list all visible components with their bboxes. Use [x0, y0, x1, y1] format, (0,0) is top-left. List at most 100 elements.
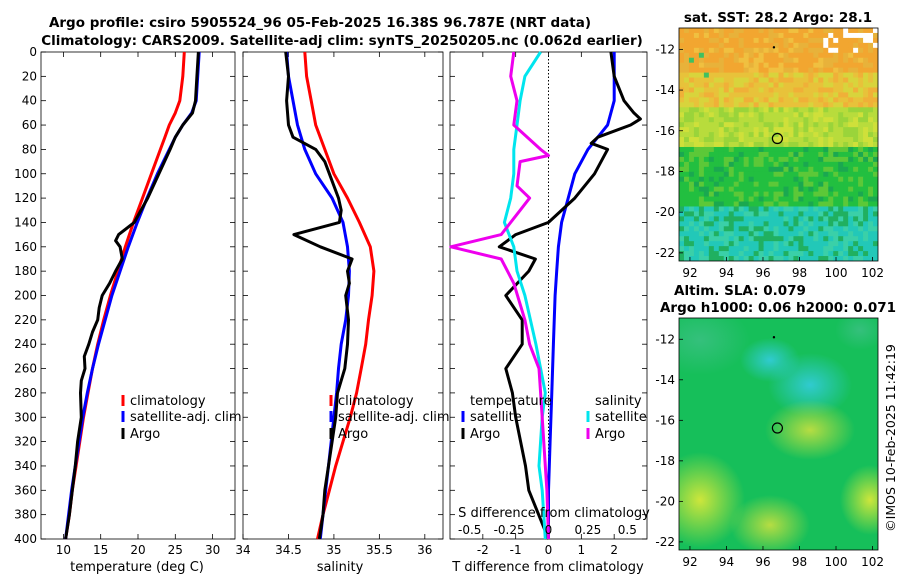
sst-cell	[683, 102, 690, 108]
sst-cell	[758, 92, 764, 98]
sst-cell	[728, 251, 735, 257]
sst-cell	[868, 191, 874, 197]
sst-cell	[778, 216, 784, 222]
sst-cell	[858, 127, 864, 133]
sst-cell	[823, 62, 829, 69]
sst-cell	[778, 92, 784, 98]
sst-cell	[693, 206, 700, 212]
sst-cell	[703, 72, 710, 78]
sst-cell	[773, 251, 779, 257]
sst-cell	[723, 107, 730, 113]
sst-cell	[748, 137, 755, 143]
sst-cell	[688, 156, 695, 163]
sst-cell	[833, 117, 839, 123]
sst-cell	[823, 112, 829, 118]
sst-cell	[828, 122, 834, 128]
sst-cell	[843, 246, 849, 252]
sst-cell	[758, 236, 764, 242]
sst-cell	[833, 201, 839, 207]
sst-cell	[808, 62, 814, 69]
sst-cell	[768, 241, 774, 247]
sst-cell	[693, 112, 700, 118]
sst-cell	[728, 231, 735, 237]
sst-cell	[808, 166, 814, 173]
sst-cell	[738, 102, 745, 108]
sst-cell	[738, 87, 745, 93]
sst-cell	[773, 28, 779, 34]
sst-cell	[703, 156, 710, 163]
sst-cell	[783, 122, 789, 128]
sst-cell	[679, 137, 685, 143]
sst-cell	[828, 28, 834, 34]
sst-cell	[818, 166, 824, 173]
sst-cell	[813, 211, 819, 217]
sst-cell	[873, 97, 878, 103]
sst-cell	[868, 241, 874, 247]
sst-cell	[773, 132, 779, 138]
sst-cell	[718, 196, 725, 202]
sst-cell	[823, 186, 829, 192]
sst-cell	[743, 246, 750, 252]
sst-cell	[708, 251, 715, 257]
sst-cell	[828, 107, 834, 113]
sst-cell	[783, 127, 789, 133]
sst-cell	[703, 196, 710, 202]
sst-cell	[768, 161, 774, 168]
sst-cell	[778, 221, 784, 227]
sst-cell	[853, 156, 859, 163]
sst-cell	[868, 151, 874, 158]
sst-cell	[723, 226, 730, 232]
sst-cell	[679, 146, 685, 153]
sst-cell	[808, 156, 814, 163]
sst-cell	[788, 42, 794, 49]
sst-cell	[868, 206, 874, 212]
sst-cell	[848, 201, 854, 207]
sst-cell	[683, 161, 690, 168]
sst-cell	[718, 82, 725, 88]
sst-cell	[803, 216, 809, 222]
sst-cell	[728, 42, 735, 49]
sst-cell	[679, 186, 685, 192]
sst-cell	[833, 166, 839, 173]
sst-cell	[863, 226, 869, 232]
sst-cell	[743, 28, 750, 34]
sst-cell	[813, 67, 819, 74]
sst-cell	[858, 151, 864, 158]
sst-cell	[848, 28, 854, 34]
sst-cell	[873, 221, 878, 227]
sst-cell	[793, 196, 799, 202]
sst-cell	[688, 57, 695, 64]
sst-cell	[818, 47, 824, 54]
sst-cell	[748, 117, 755, 123]
sst-cell	[828, 67, 834, 74]
sst-cell	[708, 186, 715, 192]
sst-cell	[743, 57, 750, 64]
sst-cell	[728, 57, 735, 64]
sst-cell	[843, 62, 849, 69]
sst-cell	[833, 127, 839, 133]
title-line1: Argo profile: csiro 5905524_96 05-Feb-20…	[49, 15, 591, 31]
sst-cell	[843, 87, 849, 93]
sst-cell	[823, 146, 829, 153]
sst-cell	[763, 57, 769, 64]
sst-cell	[868, 52, 874, 59]
sst-cell	[838, 171, 844, 178]
sst-cell	[793, 151, 799, 158]
sst-cell	[783, 137, 789, 143]
sst-cell	[679, 256, 685, 261]
sst-cell	[838, 127, 844, 133]
sst-cell	[763, 92, 769, 98]
sst-cell	[679, 211, 685, 217]
sst-cell	[843, 137, 849, 143]
sst-cell	[738, 42, 745, 49]
sst-cell	[828, 97, 834, 103]
sst-cell	[863, 142, 869, 148]
sst-cell	[683, 221, 690, 227]
sst-cell	[858, 97, 864, 103]
sst-cell	[823, 176, 829, 183]
sst-cell	[768, 87, 774, 93]
sst-cell	[703, 206, 710, 212]
sst-cell	[718, 241, 725, 247]
sst-cell	[863, 97, 869, 103]
sst-cell	[679, 251, 685, 257]
